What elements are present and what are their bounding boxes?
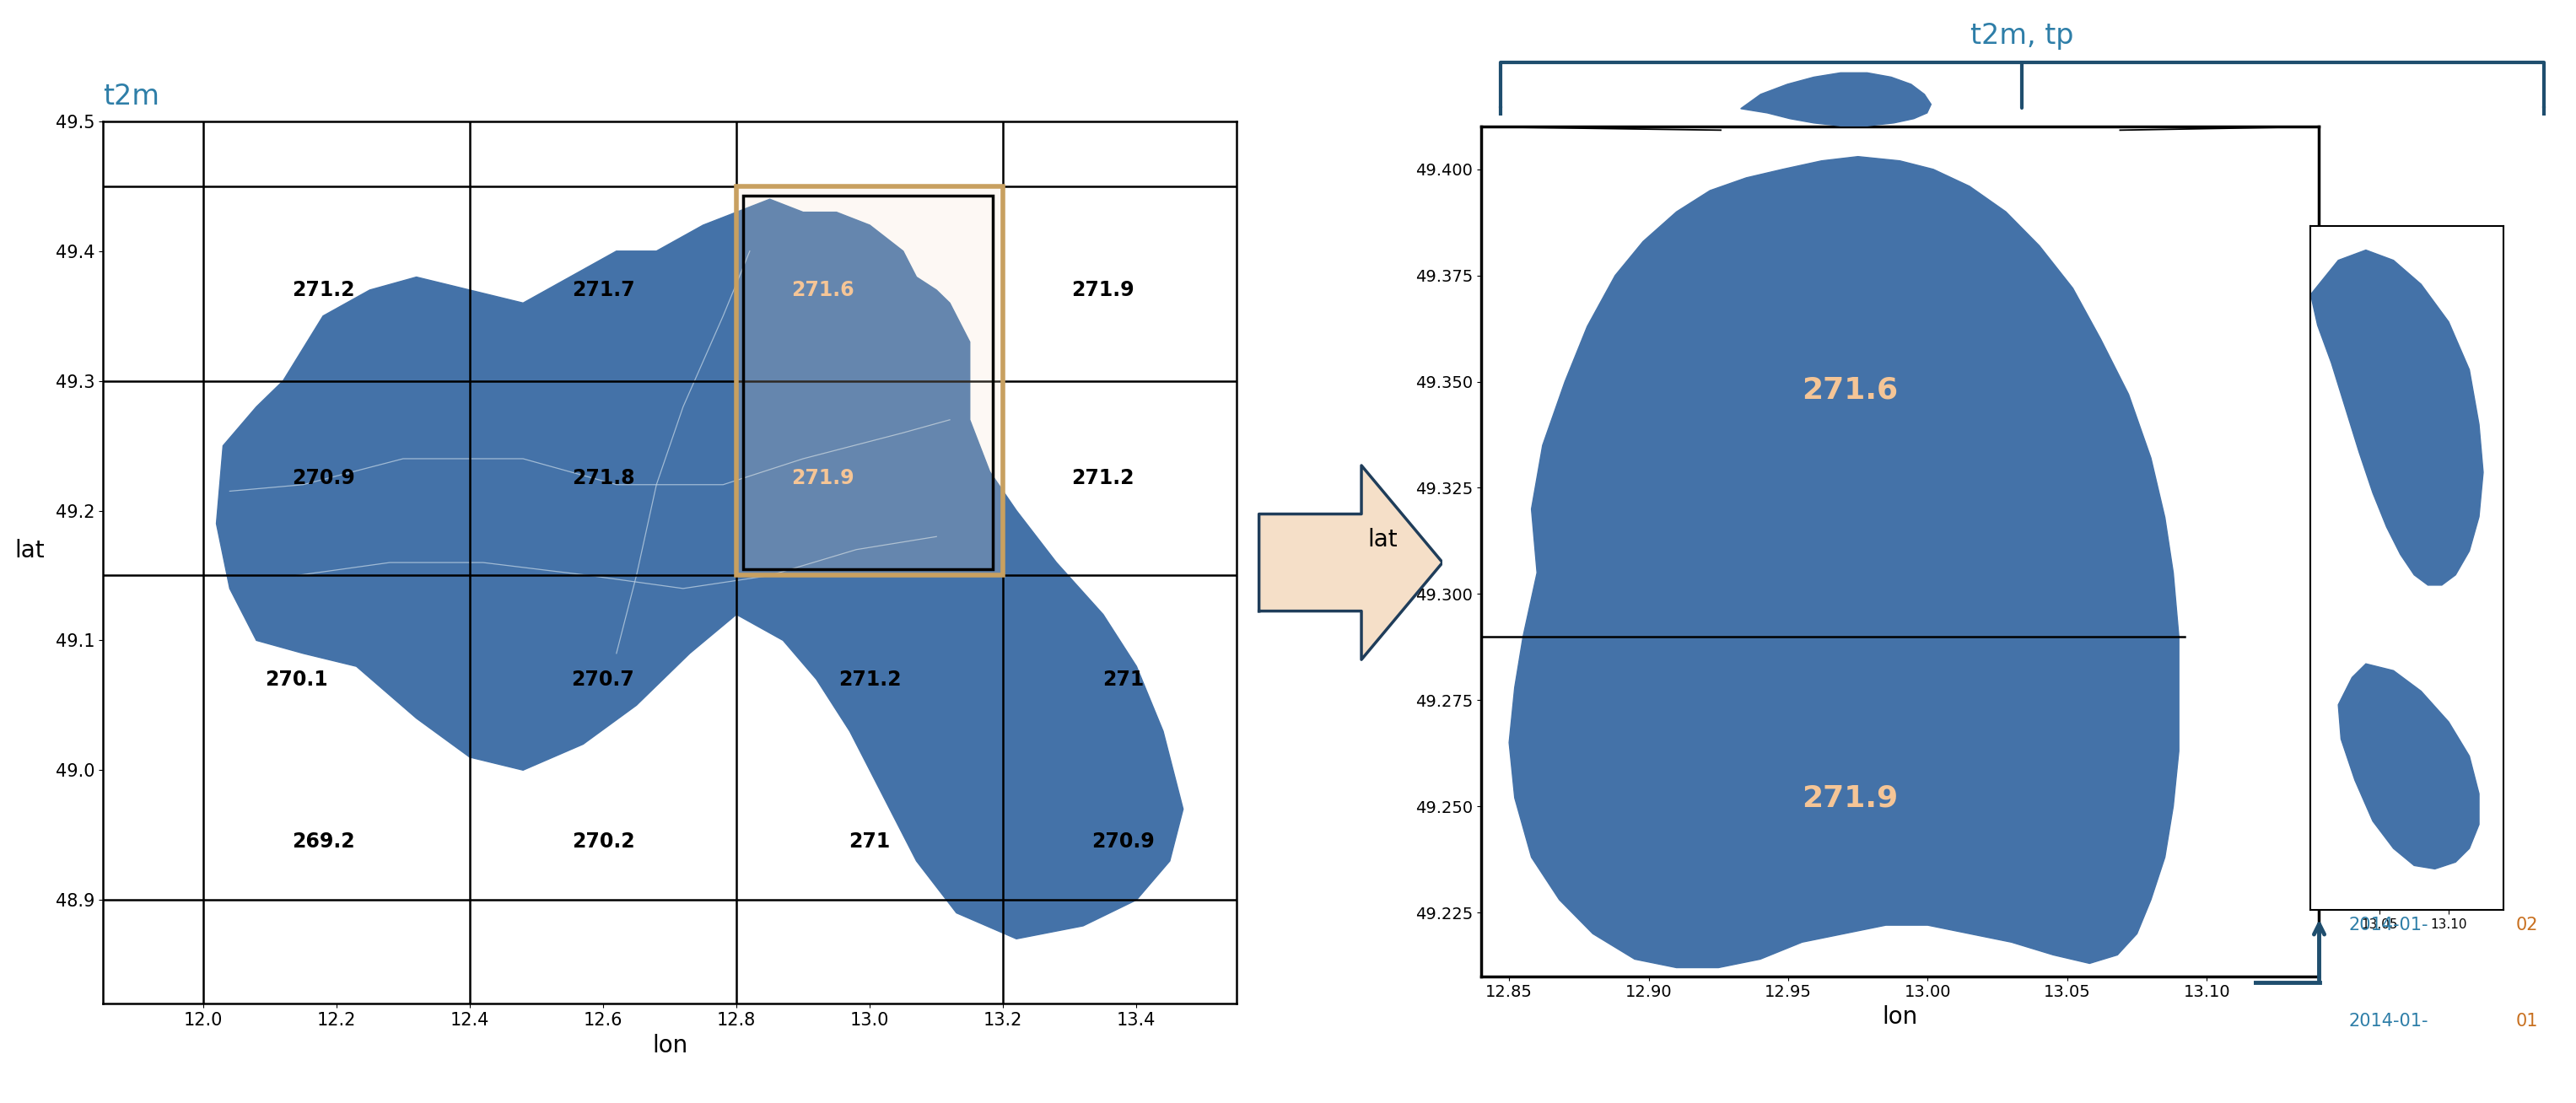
Bar — [737, 186, 1002, 576]
Text: 2014-01-: 2014-01- — [2349, 1013, 2429, 1030]
Text: 271.9: 271.9 — [791, 468, 855, 489]
Text: 2014-01-: 2014-01- — [2349, 917, 2429, 933]
Text: t2m: t2m — [103, 83, 160, 110]
Polygon shape — [1522, 157, 2179, 636]
Y-axis label: lat: lat — [1368, 528, 1399, 552]
Bar — [742, 195, 994, 569]
Text: 270.7: 270.7 — [572, 670, 634, 689]
Text: 270.2: 270.2 — [572, 832, 634, 852]
Text: 271.2: 271.2 — [1072, 468, 1133, 489]
Text: 271.9: 271.9 — [1072, 280, 1133, 300]
X-axis label: lon: lon — [652, 1034, 688, 1057]
Polygon shape — [2339, 664, 2478, 869]
Text: 271.2: 271.2 — [837, 670, 902, 689]
Text: t2m, tp: t2m, tp — [1971, 22, 2074, 50]
Text: 270.9: 270.9 — [1092, 832, 1154, 852]
Text: 270.9: 270.9 — [291, 468, 355, 489]
Polygon shape — [1260, 465, 1443, 660]
Polygon shape — [2311, 250, 2483, 586]
Text: 269.2: 269.2 — [291, 832, 355, 852]
Polygon shape — [216, 200, 1182, 939]
X-axis label: lon: lon — [1883, 1005, 1917, 1029]
Text: 271.2: 271.2 — [291, 280, 355, 300]
Text: 271: 271 — [1103, 670, 1144, 689]
Text: 271.8: 271.8 — [572, 468, 634, 489]
Text: 01: 01 — [2517, 1013, 2537, 1030]
Y-axis label: lat: lat — [15, 539, 44, 563]
Text: 271.6: 271.6 — [1801, 376, 1899, 405]
Text: 271: 271 — [850, 832, 891, 852]
Text: 271.7: 271.7 — [572, 280, 634, 300]
Text: 271.9: 271.9 — [1801, 783, 1899, 812]
Text: 02: 02 — [2517, 917, 2537, 933]
Text: 271.6: 271.6 — [791, 280, 855, 300]
Text: 270.1: 270.1 — [265, 670, 327, 689]
Polygon shape — [1510, 636, 2179, 967]
Polygon shape — [1741, 73, 1932, 126]
